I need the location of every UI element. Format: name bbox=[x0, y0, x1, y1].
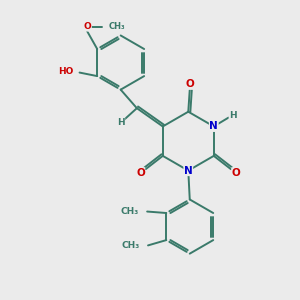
Text: O: O bbox=[232, 168, 241, 178]
Text: CH₃: CH₃ bbox=[122, 241, 140, 250]
Text: CH₃: CH₃ bbox=[109, 22, 126, 31]
Text: H: H bbox=[117, 118, 125, 127]
Text: O: O bbox=[185, 79, 194, 89]
Text: H: H bbox=[229, 111, 237, 120]
Text: O: O bbox=[84, 22, 92, 31]
Text: CH₃: CH₃ bbox=[121, 207, 139, 216]
Text: N: N bbox=[184, 166, 193, 176]
Text: O: O bbox=[136, 168, 145, 178]
Text: N: N bbox=[209, 122, 218, 131]
Text: HO: HO bbox=[58, 67, 73, 76]
